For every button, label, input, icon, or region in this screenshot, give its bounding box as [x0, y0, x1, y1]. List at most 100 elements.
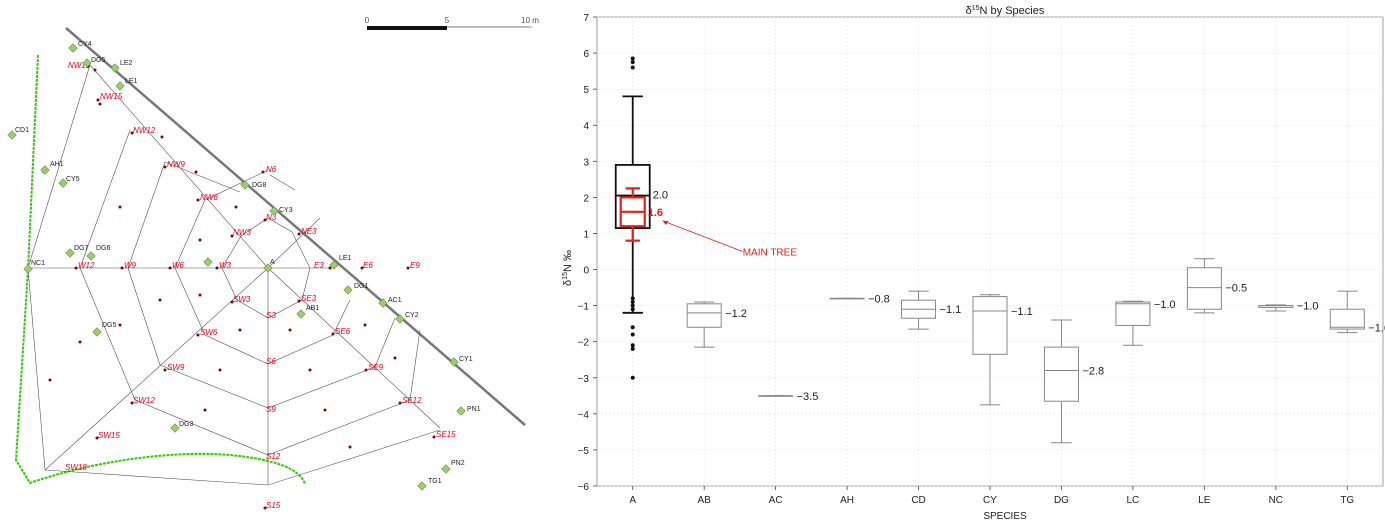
y-tick-label: −2: [578, 338, 590, 349]
outlier-point: [630, 60, 635, 65]
tree-marker: DG3: [170, 421, 194, 433]
y-tick-label: −3: [578, 374, 590, 385]
tree-marker-main: [263, 263, 273, 273]
box: [1186, 267, 1222, 310]
median-value-label: −1.6: [1368, 322, 1385, 334]
highlight-median-label: 1.6: [648, 207, 663, 219]
y-tick-label: 3: [583, 157, 589, 168]
outlier-point: [630, 307, 635, 312]
grid-label: E9: [410, 261, 420, 270]
tree-marker: CY2: [395, 312, 419, 324]
grid-label: NW12: [133, 126, 156, 135]
median-value-label: −0.5: [1225, 283, 1247, 295]
outlier-point: [630, 65, 635, 70]
tree-marker: AC1: [378, 297, 402, 308]
svg-text:PN1: PN1: [467, 406, 481, 413]
svg-text:LE1: LE1: [125, 78, 138, 85]
outlier-point: [630, 332, 635, 337]
x-tick-label: A: [629, 495, 636, 506]
grid-label: NW9: [167, 160, 185, 169]
y-tick-label: 5: [583, 85, 589, 96]
median-value-label: −1.2: [725, 308, 747, 320]
site-map: 0 5 10 m NW18 NW15 NW12 NW9 NW6 NW3 N6 N…: [7, 16, 539, 510]
x-tick-label: AB: [698, 495, 712, 506]
grid-label: S15: [266, 501, 281, 510]
median-value-label: −3.5: [797, 391, 819, 403]
x-tick-label: LE: [1198, 495, 1211, 506]
svg-text:CY3: CY3: [279, 207, 293, 214]
y-tick-label: 7: [583, 13, 589, 24]
x-tick-label: DG: [1054, 495, 1069, 506]
y-tick-label: −1: [578, 302, 590, 313]
grid-label: SE15: [436, 430, 456, 439]
boxplot-chart: δ15N by Species δ15N ‰ SPECIES 7 6 5 4 3 2 1 0 −…: [562, 5, 1385, 521]
annotation-main-tree: MAIN TREE: [743, 248, 798, 259]
svg-text:DG1: DG1: [354, 283, 369, 290]
y-tick-label: 4: [583, 121, 589, 132]
tree-marker: [203, 257, 213, 267]
outlier-point: [630, 375, 635, 380]
x-tick-label: CD: [911, 495, 925, 506]
grid-labels: NW18 NW15 NW12 NW9 NW6 NW3 N6 N3 NE3 E3 …: [65, 61, 456, 510]
median-value-label: −1.0: [1154, 299, 1176, 311]
grid-label: NW6: [200, 193, 218, 202]
grid-label: S12: [266, 452, 281, 461]
svg-text:CY2: CY2: [405, 312, 419, 319]
tree-marker: LE1: [115, 78, 138, 91]
grid-label: SW9: [167, 363, 185, 372]
svg-text:CY4: CY4: [78, 41, 92, 48]
median-value-label: −2.8: [1082, 366, 1104, 378]
grid-label: S9: [266, 405, 276, 414]
tree-marker: LE1: [329, 255, 352, 270]
median-value-label: −0.8: [868, 293, 890, 305]
grid-label: SW6: [200, 328, 218, 337]
y-tick-label: 0: [583, 266, 589, 277]
outlier-point: [630, 325, 635, 330]
chart-title: δ15N by Species: [966, 5, 1045, 17]
scale-bar: 0 5 10 m: [365, 16, 539, 30]
outlier-point: [630, 346, 635, 351]
tree-marker: CY1: [449, 356, 473, 367]
svg-text:TG1: TG1: [428, 478, 442, 485]
x-tick-label: CY: [983, 495, 997, 506]
grid-label: SW12: [133, 396, 155, 405]
box: [1043, 346, 1079, 402]
outlier-point: [630, 56, 635, 61]
grid-label: NW15: [100, 92, 123, 101]
tree-marker: NC1: [23, 260, 45, 274]
annotation-arrow: [662, 220, 743, 252]
svg-text:AB1: AB1: [306, 305, 319, 312]
tree-marker: TG1: [417, 478, 442, 491]
svg-text:DG7: DG7: [74, 245, 89, 252]
box: [972, 296, 1008, 355]
x-tick-label: AH: [840, 495, 854, 506]
median-value-label: −1.0: [1297, 301, 1319, 313]
grid-label: SE6: [335, 327, 351, 336]
annotation-arrowhead: [662, 220, 669, 225]
tree-marker: DG1: [343, 283, 369, 295]
grid-label: NW18: [68, 61, 91, 70]
grid-label: E3: [314, 261, 324, 270]
tree-marker: DG5: [82, 57, 106, 68]
svg-text:LE2: LE2: [120, 60, 133, 67]
x-tick-label: LC: [1127, 495, 1140, 506]
y-tick-label: −4: [578, 410, 590, 421]
svg-text:DG5: DG5: [91, 57, 106, 64]
grid-label: N3: [266, 213, 277, 222]
svg-text:DG5: DG5: [102, 322, 117, 329]
grid-label: W9: [124, 261, 137, 270]
grid-label: SE12: [402, 396, 422, 405]
grid-label: W3: [219, 261, 232, 270]
tree-marker: CD1: [7, 127, 29, 140]
svg-text:DG3: DG3: [179, 421, 194, 428]
tree-marker: DG8: [240, 180, 267, 190]
outlier-point: [630, 343, 635, 348]
y-tick-label: −5: [578, 446, 590, 457]
tree-marker: DG6: [86, 245, 111, 261]
tree-marker: AH1: [40, 161, 64, 175]
y-tick-label: 6: [583, 49, 589, 60]
box: [1329, 308, 1365, 330]
grid-label: SE9: [368, 363, 384, 372]
boundary-line: [65, 27, 526, 426]
tree-marker: CY4: [68, 41, 92, 53]
